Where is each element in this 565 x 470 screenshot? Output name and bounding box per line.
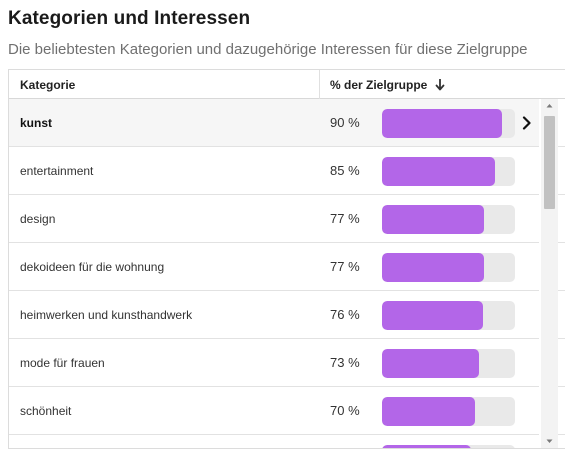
table-row[interactable]: schönheit 70 %	[9, 387, 539, 435]
percent-bar-track	[382, 349, 515, 378]
row-percent: 73 %	[330, 355, 360, 370]
percent-bar-track	[382, 109, 515, 138]
section-subtitle: Die beliebtesten Kategorien und dazugehö…	[8, 41, 528, 58]
table-row[interactable]: mode für frauen 73 %	[9, 339, 539, 387]
scroll-up-arrow-icon[interactable]	[541, 99, 558, 113]
column-header-percent[interactable]: % der Zielgruppe	[330, 78, 445, 92]
table-header: Kategorie % der Zielgruppe	[9, 70, 565, 99]
percent-bar-track	[382, 205, 515, 234]
table-row[interactable]: entertainment 85 %	[9, 147, 539, 195]
row-percent: 85 %	[330, 163, 360, 178]
percent-bar-track	[382, 445, 515, 448]
row-edge-line	[558, 338, 565, 339]
vertical-scrollbar[interactable]	[541, 99, 558, 448]
percent-bar-track	[382, 253, 515, 282]
row-percent: 77 %	[330, 259, 360, 274]
column-header-percent-label: % der Zielgruppe	[330, 78, 428, 92]
section-title: Kategorien und Interessen	[8, 8, 251, 29]
row-category: heimwerken und kunsthandwerk	[20, 308, 193, 322]
percent-bar-track	[382, 301, 515, 330]
scrollbar-thumb[interactable]	[544, 116, 555, 209]
column-header-category[interactable]: Kategorie	[20, 78, 76, 92]
row-edge-line	[558, 194, 565, 195]
percent-bar-fill	[382, 253, 485, 282]
row-category: entertainment	[20, 164, 94, 178]
row-percent: 76 %	[330, 307, 360, 322]
row-category: dekoideen für die wohnung	[20, 260, 165, 274]
column-divider	[319, 70, 320, 99]
chevron-right-icon[interactable]	[521, 115, 533, 131]
table-row[interactable]: heimwerken und kunsthandwerk 76 %	[9, 291, 539, 339]
table-body: kunst 90 % entertainment 85 % design 77 % deko…	[9, 99, 539, 448]
categories-table: Kategorie % der Zielgruppe kunst 90 % ente…	[8, 69, 565, 449]
percent-bar-fill	[382, 397, 476, 426]
percent-bar-track	[382, 157, 515, 186]
percent-bar-track	[382, 397, 515, 426]
percent-bar-fill	[382, 109, 502, 138]
table-row[interactable]	[9, 435, 539, 448]
table-row[interactable]: kunst 90 %	[9, 99, 539, 147]
scroll-down-arrow-icon[interactable]	[541, 434, 558, 448]
row-category: mode für frauen	[20, 356, 105, 370]
percent-bar-fill	[382, 205, 485, 234]
row-category: kunst	[20, 116, 53, 130]
row-edge-line	[558, 386, 565, 387]
percent-bar-fill	[382, 157, 496, 186]
table-row[interactable]: dekoideen für die wohnung 77 %	[9, 243, 539, 291]
table-row[interactable]: design 77 %	[9, 195, 539, 243]
row-category: schönheit	[20, 404, 72, 418]
row-percent: 77 %	[330, 211, 360, 226]
row-percent: 90 %	[330, 115, 360, 130]
row-edge-line	[558, 290, 565, 291]
row-percent: 70 %	[330, 403, 360, 418]
percent-bar-fill	[382, 445, 472, 448]
percent-bar-fill	[382, 349, 480, 378]
row-edge-line	[558, 434, 565, 435]
arrow-down-icon[interactable]	[435, 78, 445, 91]
row-edge-line	[558, 242, 565, 243]
percent-bar-fill	[382, 301, 484, 330]
row-edge-line	[558, 146, 565, 147]
row-edge-lines	[558, 99, 565, 448]
row-category: design	[20, 212, 56, 226]
